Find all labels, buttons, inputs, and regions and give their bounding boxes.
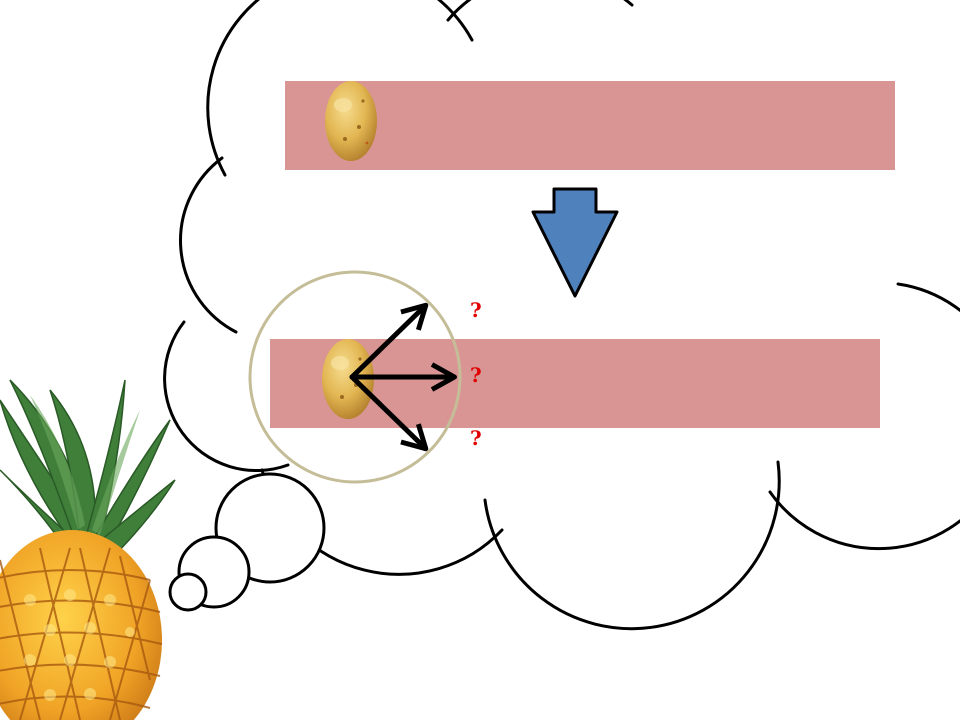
- pineapple-icon: [0, 379, 176, 720]
- focus-circle: [248, 270, 462, 484]
- arrow-up-right: [349, 302, 429, 380]
- potato-icon: [322, 339, 374, 419]
- question-mark-top: ?: [470, 298, 482, 322]
- question-mark-bottom: ?: [470, 426, 482, 450]
- arrow-down-right: [349, 374, 429, 452]
- thought-circle-small: [168, 572, 208, 612]
- down-arrow: [531, 187, 619, 298]
- top-strip: [285, 81, 895, 170]
- question-mark-middle: ?: [470, 363, 482, 387]
- thought-trail: [168, 472, 326, 612]
- potato-icon: [325, 81, 377, 161]
- arrow-icon: [349, 302, 457, 452]
